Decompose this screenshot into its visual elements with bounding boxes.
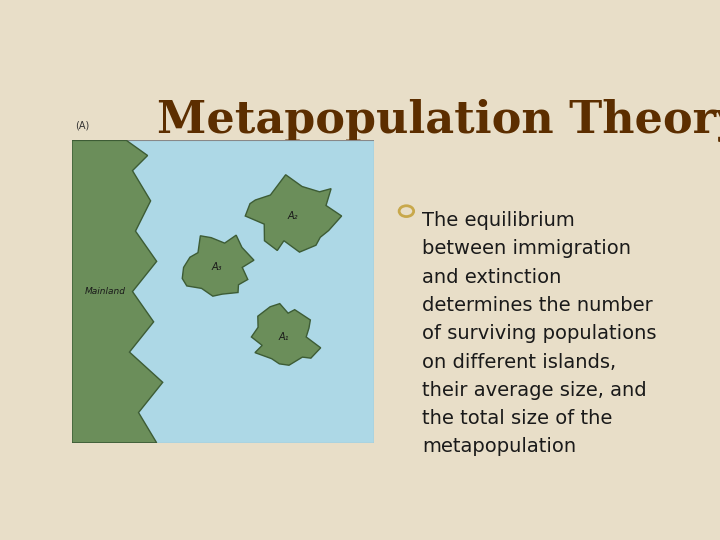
- Text: A₃: A₃: [212, 262, 222, 272]
- Text: The equilibrium: The equilibrium: [422, 211, 575, 230]
- Polygon shape: [251, 303, 320, 365]
- Text: Metapopulation Theory: Metapopulation Theory: [157, 98, 720, 141]
- FancyBboxPatch shape: [72, 140, 374, 443]
- Text: between immigration: between immigration: [422, 239, 631, 259]
- Text: A₂: A₂: [287, 211, 298, 221]
- Text: determines the number: determines the number: [422, 296, 653, 315]
- Polygon shape: [246, 175, 341, 252]
- Text: metapopulation: metapopulation: [422, 437, 576, 456]
- Text: Mainland: Mainland: [85, 287, 126, 296]
- Text: A₁: A₁: [279, 332, 289, 342]
- FancyBboxPatch shape: [57, 101, 390, 479]
- Text: the total size of the: the total size of the: [422, 409, 613, 428]
- Text: of surviving populations: of surviving populations: [422, 324, 657, 343]
- Text: (A): (A): [75, 120, 89, 130]
- Polygon shape: [72, 140, 163, 443]
- Text: and extinction: and extinction: [422, 268, 562, 287]
- Text: their average size, and: their average size, and: [422, 381, 647, 400]
- Text: on different islands,: on different islands,: [422, 353, 616, 372]
- Polygon shape: [182, 235, 254, 296]
